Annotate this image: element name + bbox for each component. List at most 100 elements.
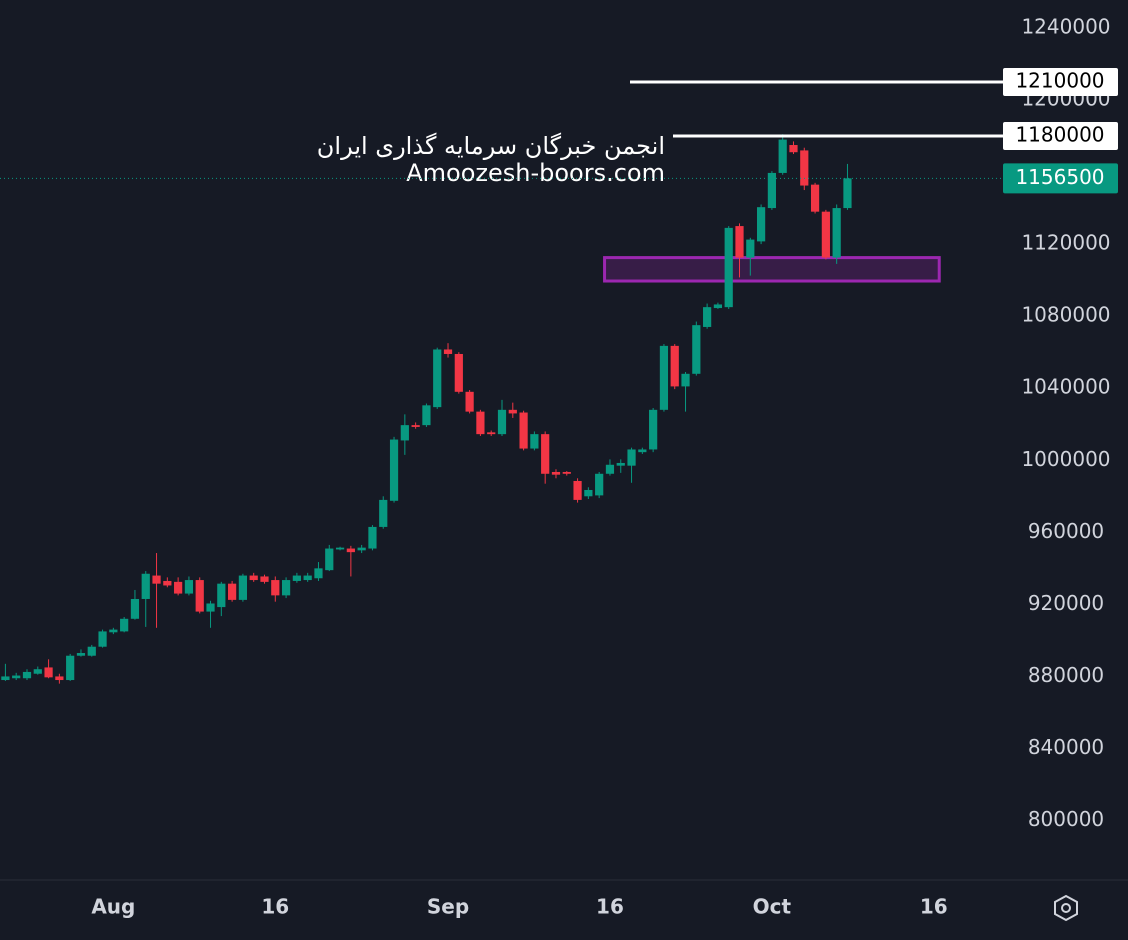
candle-body [303,575,312,581]
candle-body [551,471,561,475]
last-price-box [1003,163,1118,194]
candle-body [346,548,355,553]
candle-body [659,345,669,410]
candle-body [357,547,366,551]
x-tick-label: 16 [596,895,624,919]
x-tick-label: 16 [920,895,948,919]
level-label: 1180000 [1015,123,1104,147]
candle-body [249,575,258,581]
candle-body [55,676,64,681]
candle-body [573,480,582,500]
candle-body [228,583,237,600]
candle-body [746,239,755,258]
candle-body [508,409,517,414]
candle-body [422,405,431,426]
x-tick-label: Sep [427,895,469,919]
y-tick-label: 1040000 [1021,375,1110,399]
candle-body [605,464,615,474]
candle-body [616,462,625,466]
candle-body [800,150,809,186]
candle-body [789,145,798,153]
candle-body [562,471,571,474]
candle-body [368,526,377,549]
candle-body [87,646,96,656]
candle-body [22,671,32,679]
candle-body [703,307,712,327]
candle-body [692,325,701,374]
candle-body [109,629,118,633]
candle-body [681,373,690,387]
candle-body [638,449,647,453]
candle-body [163,580,172,586]
candle-body [389,439,399,501]
candle-body [260,576,269,582]
candle-body [670,345,679,387]
candle-body [174,581,183,594]
y-tick-label: 960000 [1028,519,1104,543]
candle-body [487,432,496,435]
x-tick-label: Aug [91,895,135,919]
candle-body [1,676,10,681]
candle-body [530,434,539,449]
level-label-box [1003,122,1118,151]
support-zone [603,256,941,283]
candle-body [821,211,830,258]
y-tick-label: 1000000 [1021,447,1110,471]
last-price-label: 1156500 [1015,165,1104,189]
candle-body [120,618,129,632]
candle-body [12,675,21,679]
y-tick-label: 1120000 [1021,231,1110,255]
candle-body [141,573,150,599]
candle-body [627,449,636,466]
candle-body [584,489,593,497]
candle-body [832,208,841,258]
candle-body [541,434,550,474]
x-tick-label: Oct [753,895,792,919]
level-label-box [1003,67,1118,96]
settings-hexagon[interactable] [1054,894,1078,922]
candle-body [184,580,194,594]
candle-body [217,583,226,608]
candle-body [33,669,42,674]
candle-body [454,353,463,392]
y-tick-label: 1240000 [1021,14,1110,38]
settings-icon[interactable] [1054,894,1078,922]
candle-body [810,184,820,212]
candle-body [292,575,301,581]
candle-body [271,580,280,596]
candle-body [206,603,215,612]
candle-body [325,548,334,571]
candle-body [649,409,658,450]
candle-body [519,412,528,449]
candle-body [411,425,420,427]
candle-body [713,304,723,309]
candle-body [476,411,485,435]
watermark-title: انجمن خبرگان سرمایه گذاری ایران [317,132,665,160]
candle-body [433,349,442,408]
y-tick-label: 920000 [1028,591,1104,615]
candle-body [66,655,75,681]
candle-body [98,631,107,647]
candle-body [756,207,766,242]
candle-body [724,227,733,308]
candle-body [497,409,507,435]
candle-body [595,473,604,496]
y-tick-label: 1080000 [1021,303,1110,327]
candle-body [735,226,744,258]
candle-body [238,575,248,600]
candle-body [379,499,388,527]
candle-body [767,172,776,209]
settings-circle[interactable] [1061,903,1071,913]
candle-body [335,547,345,550]
y-tick-label: 800000 [1028,807,1104,831]
candle-body [281,580,291,596]
candle-body [195,580,204,612]
candle-body [314,568,323,579]
candle-body [465,391,474,412]
candle-body [400,425,409,441]
candle-body [152,575,161,584]
candle-body [130,598,140,619]
candle-body [443,349,453,354]
